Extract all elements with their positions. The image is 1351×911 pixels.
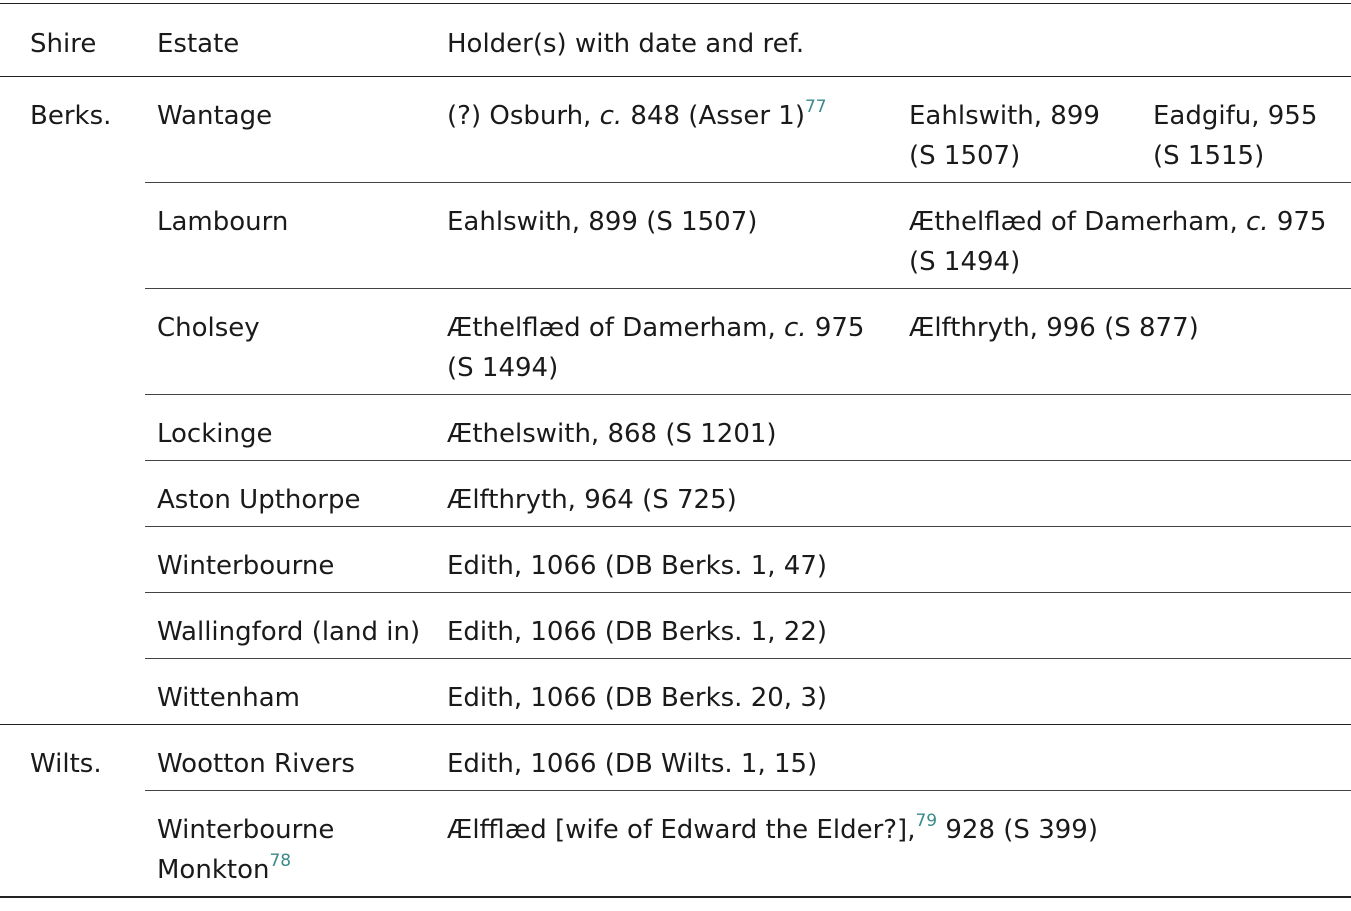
holders-table: Shire Estate Holder(s) with date and ref… [0,3,1351,898]
table-row: Winterbourne Edith, 1066 (DB Berks. 1, 47… [0,526,1351,593]
text-run: c. [784,313,807,343]
text-run: Ælfthryth, 996 (S 877) [909,313,1199,343]
header-cell: Shire [30,29,97,59]
table-row: Lockinge Æthelswith, 868 (S 1201) [0,394,1351,461]
table-row: Berks. Wantage (?) Osburh, c. 848 (Asser 1… [0,76,1351,725]
text-run: 928 (S 399) [937,815,1098,845]
holder-cell: (?) Osburh, c. 848 (Asser 1)77 [435,76,897,183]
footnote-ref: 78 [269,851,292,871]
text-run: Wallingford (land in) [157,617,421,647]
text-run: Winterbourne [157,551,335,581]
estate-cell: Wantage [145,76,435,183]
text-run: 848 (Asser 1) [622,101,805,131]
estate-cell: Lockinge [145,394,435,461]
text-run: Wittenham [157,683,300,713]
estate-cell: Wittenham [145,658,435,725]
estate-cell: Winterbourne [145,526,435,593]
shire-cell: Wilts. [0,724,145,898]
estate-cell: Wallingford (land in) [145,592,435,659]
table-row: Lambourn Eahlswith, 899 (S 1507) Æthelflæd… [0,182,1351,289]
table-row: Wilts. Wootton Rivers Edith, 1066 (DB Wilt… [0,724,1351,898]
text-run: Wootton Rivers [157,749,355,779]
table-row: Cholsey Æthelflæd of Damerham, c. 975 (S … [0,288,1351,395]
holder-cell: Edith, 1066 (DB Berks. 20, 3) [435,658,1351,725]
holder-cell: Ælfthryth, 964 (S 725) [435,460,1351,527]
holder-cell: Edith, 1066 (DB Wilts. 1, 15) [435,724,1351,791]
text-run: Eahlswith, 899 (S 1507) [447,207,758,237]
text-run: Edith, 1066 (DB Berks. 1, 22) [447,617,828,647]
holder-cell: Edith, 1066 (DB Berks. 1, 22) [435,592,1351,659]
text-run: Æthelswith, 868 (S 1201) [447,419,777,449]
holder-cell: Ælfthryth, 996 (S 877) [897,288,1351,395]
table-row: Winterbourne Monkton78 Ælfflæd [wife of E… [0,790,1351,898]
text-run: c. [599,101,623,131]
text-run: Eadgifu, 955 (S 1515) [1153,101,1318,171]
holder-cell: Eahlswith, 899 (S 1507) [435,182,897,289]
text-run: 975 (S 1494) [447,313,865,383]
footnote-ref: 79 [915,811,938,831]
holder-cell: Æthelswith, 868 (S 1201) [435,394,1351,461]
estate-cell: Cholsey [145,288,435,395]
text-run: Æthelflæd of Damerham, [447,313,784,343]
footnote-ref: 77 [804,97,827,117]
text-run: c. [1246,207,1269,237]
text-run: Ælfflæd [wife of Edward the Elder?], [447,815,916,845]
estate-cell: Wootton Rivers [145,724,435,791]
text-run: Wantage [157,101,273,131]
text-run: Lambourn [157,207,289,237]
table-row: Aston Upthorpe Ælfthryth, 964 (S 725) [0,460,1351,527]
holder-cell: Eahlswith, 899 (S 1507) [897,76,1141,183]
text-run: Æthelflæd of Damerham, [909,207,1246,237]
text-run: (?) Osburh, [447,101,600,131]
text-run: Ælfthryth, 964 (S 725) [447,485,737,515]
text-run: Winterbourne Monkton [157,815,335,885]
text-run: Lockinge [157,419,273,449]
text-run: Edith, 1066 (DB Berks. 1, 47) [447,551,828,581]
text-run: 975 (S 1494) [909,207,1327,277]
holder-cell: Ælfflæd [wife of Edward the Elder?],79 9… [435,790,1351,898]
holder-cell: Eadgifu, 955 (S 1515) [1141,76,1351,183]
text-run: Aston Upthorpe [157,485,361,515]
text-run: Edith, 1066 (DB Berks. 20, 3) [447,683,828,713]
estate-cell: Winterbourne Monkton78 [145,790,435,898]
header-cell: Holder(s) with date and ref. [447,29,805,59]
estate-cell: Lambourn [145,182,435,289]
holder-cell: Æthelflæd of Damerham, c. 975 (S 1494) [897,182,1351,289]
shire-cell: Berks. [0,76,145,725]
text-run: Eahlswith, 899 (S 1507) [909,101,1100,171]
table-row: Wallingford (land in) Edith, 1066 (DB Ber… [0,592,1351,659]
estate-cell: Aston Upthorpe [145,460,435,527]
text-run: Cholsey [157,313,260,343]
text-run: Edith, 1066 (DB Wilts. 1, 15) [447,749,818,779]
header-cell: Estate [157,29,240,59]
table-row: Wittenham Edith, 1066 (DB Berks. 20, 3) [0,658,1351,725]
holder-cell: Edith, 1066 (DB Berks. 1, 47) [435,526,1351,593]
header-row: Shire Estate Holder(s) with date and ref… [0,3,1351,77]
holder-cell: Æthelflæd of Damerham, c. 975 (S 1494) [435,288,897,395]
